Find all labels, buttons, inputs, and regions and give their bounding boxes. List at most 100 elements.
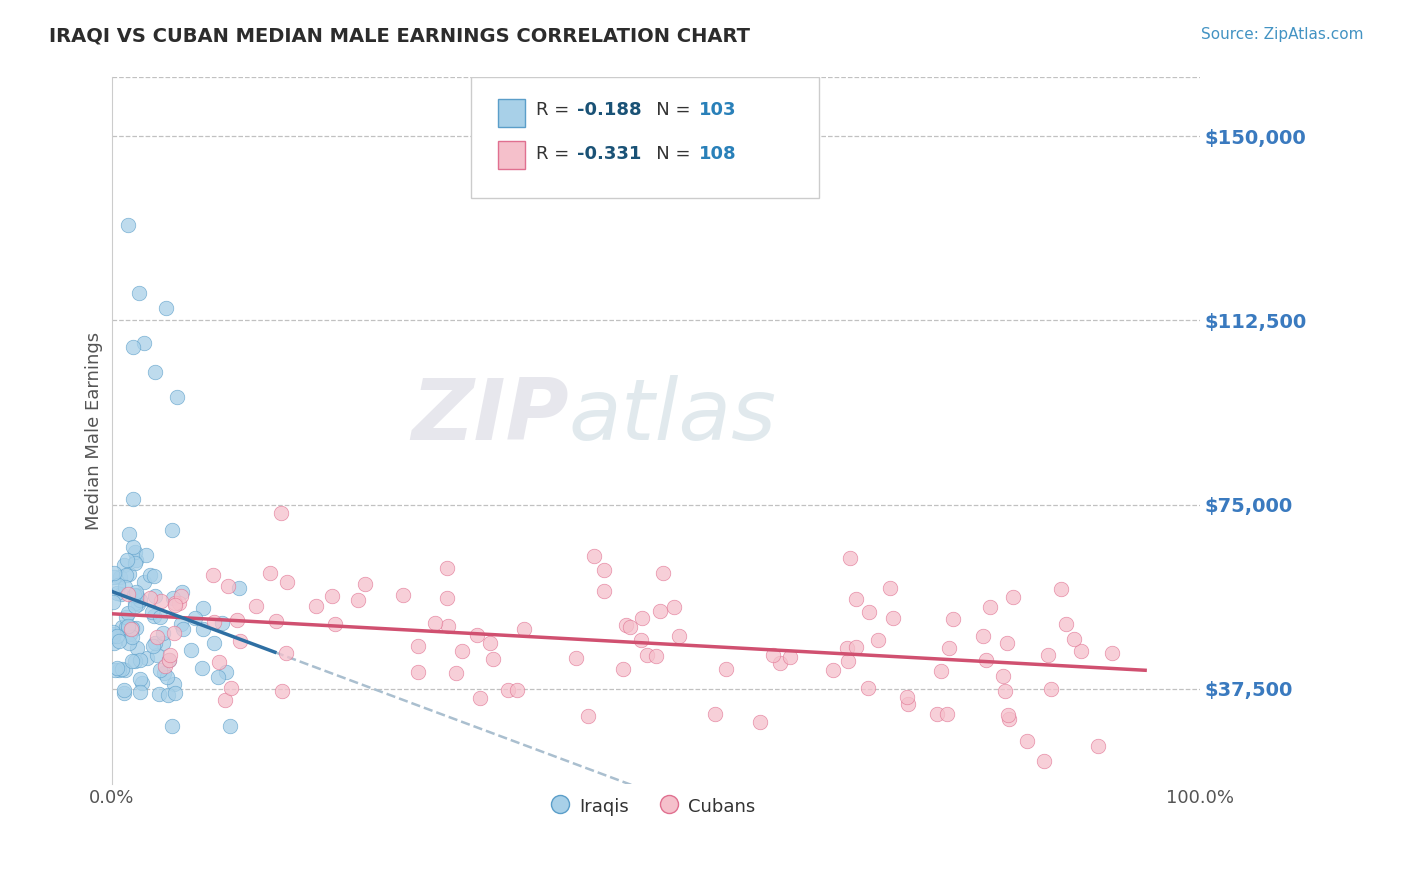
Point <box>149 610 172 624</box>
Point <box>882 611 904 625</box>
Point <box>321 589 343 603</box>
Point <box>110 570 132 584</box>
Point <box>118 636 141 650</box>
Point <box>564 651 586 665</box>
Text: N =: N = <box>640 145 696 163</box>
Point <box>762 648 785 662</box>
Point <box>105 660 128 674</box>
Point <box>110 620 132 634</box>
Point <box>121 630 143 644</box>
Point <box>274 646 297 660</box>
Point <box>392 588 415 602</box>
Point <box>202 636 225 650</box>
Point <box>974 653 997 667</box>
Point <box>972 629 994 643</box>
Point <box>117 607 139 621</box>
Point <box>592 584 614 599</box>
Text: -0.188: -0.188 <box>578 101 643 119</box>
Point <box>896 697 918 711</box>
Point <box>217 579 239 593</box>
Point <box>451 644 474 658</box>
Point <box>155 659 177 673</box>
Point <box>664 600 686 615</box>
Point <box>482 651 505 665</box>
Point <box>929 665 952 679</box>
Point <box>124 599 146 614</box>
Point <box>131 675 153 690</box>
Point <box>214 693 236 707</box>
Point <box>180 643 202 657</box>
Point <box>779 650 801 665</box>
Point <box>135 651 157 665</box>
Point <box>259 566 281 581</box>
Point <box>110 587 132 601</box>
Point <box>191 661 214 675</box>
Point <box>1038 648 1060 663</box>
Y-axis label: Median Male Earnings: Median Male Earnings <box>86 332 103 530</box>
Point <box>146 630 169 644</box>
Point <box>191 601 214 615</box>
Point <box>101 629 124 643</box>
Point <box>114 580 136 594</box>
Point <box>124 596 146 610</box>
Point <box>143 568 166 582</box>
Point <box>114 610 136 624</box>
Point <box>636 648 658 662</box>
Point <box>465 628 488 642</box>
Point <box>821 663 844 677</box>
Point <box>668 629 690 643</box>
Point <box>592 563 614 577</box>
Point <box>245 599 267 613</box>
Point <box>166 390 188 404</box>
Point <box>835 640 858 655</box>
Point <box>323 617 346 632</box>
Point <box>152 636 174 650</box>
Point <box>153 665 176 680</box>
Point <box>208 655 231 669</box>
Point <box>111 662 134 676</box>
Point <box>157 688 180 702</box>
Point <box>506 683 529 698</box>
Point <box>105 586 128 600</box>
Text: R =: R = <box>536 101 575 119</box>
Point <box>630 611 652 625</box>
Point <box>858 605 880 619</box>
Point <box>128 593 150 607</box>
Point <box>1070 644 1092 658</box>
Point <box>942 612 965 626</box>
Point <box>162 591 184 606</box>
Point <box>114 568 136 582</box>
Point <box>170 584 193 599</box>
Point <box>229 633 252 648</box>
Point <box>103 636 125 650</box>
Point <box>128 286 150 301</box>
Point <box>714 662 737 676</box>
Point <box>630 633 652 648</box>
Point <box>436 591 458 605</box>
Point <box>994 683 1017 698</box>
Bar <box>498 141 524 169</box>
Point <box>148 687 170 701</box>
Point <box>1002 591 1025 605</box>
Point <box>612 662 634 676</box>
Point <box>162 677 184 691</box>
Point <box>995 636 1018 650</box>
Point <box>167 597 190 611</box>
Point <box>201 568 224 582</box>
Point <box>619 620 641 634</box>
Point <box>117 587 139 601</box>
Point <box>211 615 233 630</box>
Point <box>121 541 143 555</box>
Text: atlas: atlas <box>568 376 776 458</box>
Bar <box>498 99 524 127</box>
Point <box>576 708 599 723</box>
Legend: Iraqis, Cubans: Iraqis, Cubans <box>547 788 765 825</box>
Point <box>652 566 675 581</box>
Point <box>121 492 143 507</box>
Point <box>271 683 294 698</box>
Point <box>112 683 135 698</box>
Point <box>938 640 960 655</box>
Point <box>139 591 162 606</box>
Point <box>120 622 142 636</box>
Point <box>118 567 141 582</box>
